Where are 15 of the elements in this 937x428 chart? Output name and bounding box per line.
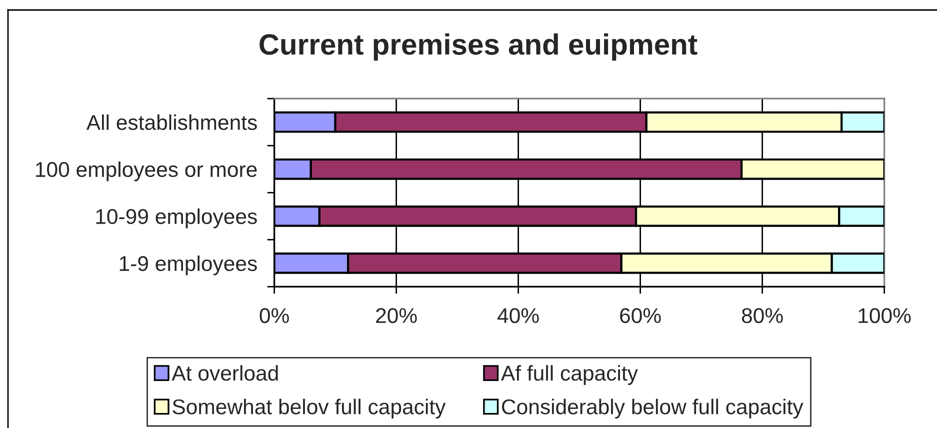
y-tick-label: 1-9 employees	[120, 255, 257, 276]
y-tick-label: All establishments	[86, 114, 257, 130]
legend-label: At overload	[172, 365, 278, 381]
y-tick-label: 10-99 employees	[96, 208, 257, 228]
legend-label: Somewhat belov full capacity	[172, 398, 446, 419]
legend-label: Considerably below full capacity	[502, 398, 804, 419]
x-tick-label: 80%	[742, 308, 783, 324]
x-tick-label: 40%	[498, 308, 539, 324]
legend-label: Af full capacity	[500, 365, 638, 385]
x-tick-label: 100%	[858, 308, 911, 324]
chart-title: Current premises and euipment	[260, 33, 698, 61]
y-tick-label: 100 employees or more	[36, 161, 257, 182]
x-tick-label: 20%	[376, 308, 417, 324]
x-tick-label: 60%	[620, 308, 661, 324]
x-tick-label: 0%	[260, 308, 289, 324]
